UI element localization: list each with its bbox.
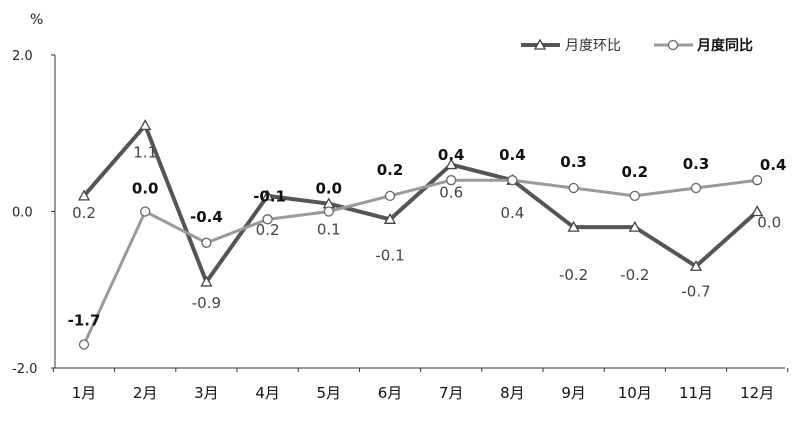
series-0-data-label: 0.2: [72, 204, 96, 222]
series-1-data-label: 0.2: [622, 163, 649, 181]
y-axis-unit-label: %: [30, 12, 43, 28]
series-0-data-label: -0.1: [375, 246, 404, 264]
x-tick-label: 8月: [500, 384, 525, 402]
series-0-data-label: 0.6: [439, 184, 463, 202]
series-1-marker: [262, 214, 273, 225]
series-1-data-label: -0.1: [253, 187, 286, 205]
series-0-marker: [261, 189, 274, 201]
y-tick-labels: 2.0 0.0 -2.0: [12, 49, 37, 377]
series-1-marker: [568, 182, 579, 194]
series-1-data-label: 0.3: [560, 153, 587, 171]
series-line-0: [82, 123, 759, 284]
series-0-data-label: 0.1: [317, 221, 341, 239]
series-0-marker: [445, 158, 458, 170]
x-tick-label: 5月: [317, 384, 342, 402]
x-tick-label: 3月: [194, 384, 219, 402]
series-1-marker: [140, 206, 151, 217]
x-tick-label: 1月: [72, 384, 97, 402]
series-1-data-label: -1.7: [68, 312, 101, 330]
x-tick-label: 7月: [439, 384, 464, 402]
series-1-data-label: 0.2: [377, 161, 404, 179]
series-0-data-label: 0.0: [757, 214, 781, 232]
legend-marker-0: [533, 38, 547, 50]
series-1-marker: [507, 175, 518, 186]
series-1-marker: [629, 190, 640, 202]
legend: 月度环比 月度同比: [521, 37, 753, 54]
series-1-marker: [78, 339, 90, 350]
series-0-data-label: -0.9: [192, 294, 221, 312]
data-labels: 0.2 1.1 -0.9 0.2 0.1 -0.1 0.6 0.4 -0.2 -0.2 -0.7 0.…: [68, 143, 787, 329]
series-1-data-label: -0.4: [190, 208, 223, 226]
series-1-data-label: 0.0: [316, 180, 343, 198]
series-0-data-label: -0.2: [620, 266, 649, 284]
series-1-marker: [446, 175, 457, 186]
series-0-data-label: 1.1: [133, 143, 157, 161]
series-lines: [82, 123, 759, 346]
x-tick-label: 2月: [133, 384, 158, 402]
series-1-marker: [323, 206, 334, 217]
x-tick-label: 9月: [561, 384, 586, 402]
legend-marker-1: [667, 39, 679, 51]
series-1-marker: [201, 237, 212, 248]
series-1-data-label: 0.3: [683, 155, 710, 173]
x-tick-label: 11月: [679, 384, 713, 402]
series-0-marker: [139, 119, 152, 131]
series-0-data-label: 0.2: [256, 221, 280, 239]
series-0-data-label: 0.4: [500, 204, 524, 222]
series-1-marker: [384, 190, 396, 202]
y-tick-label: -2.0: [12, 362, 37, 377]
axes: [51, 54, 789, 372]
x-tick-label: 6月: [378, 384, 403, 402]
series-0-marker: [628, 220, 641, 232]
series-0-marker: [567, 220, 580, 232]
series-1-data-label: 0.0: [132, 180, 159, 198]
x-tick-label: 10月: [618, 384, 652, 402]
legend-label-1: 月度同比: [696, 37, 753, 54]
series-1-marker: [690, 182, 702, 194]
x-tick-labels: 1月 2月 3月 4月 5月 6月 7月 8月 9月 10月 11月 12月: [72, 384, 775, 402]
series-0-marker: [77, 189, 91, 201]
series-1-marker: [752, 175, 763, 186]
series-markers: [77, 119, 764, 350]
series-0-marker: [751, 205, 764, 217]
series-0-marker: [689, 259, 703, 271]
y-tick-label: 0.0: [12, 206, 33, 221]
series-1-data-label: 0.4: [438, 146, 465, 164]
series-0-data-label: -0.7: [681, 282, 710, 300]
series-1-data-label: 0.4: [760, 156, 787, 174]
series-0-data-label: -0.2: [559, 266, 588, 284]
x-tick-label: 4月: [255, 384, 280, 402]
y-tick-label: 2.0: [12, 49, 33, 64]
series-0-marker: [383, 212, 397, 224]
series-1-data-label: 0.4: [499, 146, 526, 164]
x-tick-label: 12月: [740, 384, 774, 402]
legend-label-0: 月度环比: [565, 38, 621, 54]
series-line-1: [82, 178, 758, 346]
series-0-marker: [200, 275, 213, 287]
